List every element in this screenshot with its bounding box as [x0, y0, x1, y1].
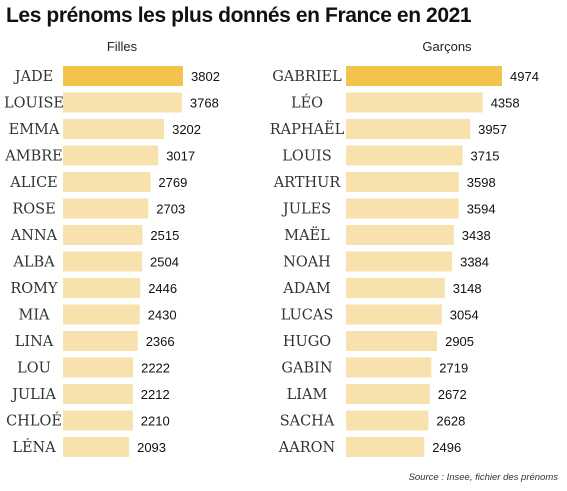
chart-title: Les prénoms les plus donnés en France en… — [6, 4, 472, 27]
value-label: 4358 — [491, 96, 520, 111]
bar — [63, 92, 182, 113]
value-label: 2719 — [439, 361, 468, 376]
value-label: 2446 — [148, 281, 177, 296]
bar — [346, 437, 425, 457]
value-label: 3768 — [190, 96, 219, 111]
bar — [346, 92, 483, 113]
category-label: LIAM — [287, 387, 328, 403]
value-label: 2430 — [148, 308, 177, 323]
category-label: JULES — [281, 202, 331, 218]
category-label: EMMA — [9, 122, 60, 138]
value-label: 2366 — [146, 334, 175, 349]
category-label: CHLOÉ — [6, 412, 62, 430]
value-label: 2212 — [141, 387, 170, 402]
bar — [63, 278, 141, 298]
value-label: 2769 — [158, 175, 187, 190]
bar — [346, 304, 442, 325]
category-label: ROMY — [10, 281, 58, 297]
category-label: LUCAS — [281, 308, 334, 324]
value-label: 2504 — [150, 255, 179, 270]
panel-garcons: Garçons GABRIEL 4974 LÉO 4358 RAPHAËL 3957 LOUI… — [270, 39, 539, 457]
category-label: GABIN — [281, 361, 332, 377]
bar — [63, 225, 143, 245]
bar — [63, 357, 134, 378]
category-label: ARTHUR — [273, 175, 342, 191]
value-label: 3148 — [453, 281, 482, 296]
bar — [63, 172, 151, 192]
category-label: AMBRE — [4, 149, 62, 165]
category-label: AARON — [278, 440, 336, 456]
value-label: 3384 — [460, 255, 489, 270]
category-label: HUGO — [283, 334, 331, 350]
bar — [346, 331, 438, 351]
value-label: 2093 — [137, 440, 166, 455]
bar — [63, 437, 130, 457]
bar — [346, 145, 463, 166]
bar — [346, 357, 432, 378]
value-label: 2496 — [432, 440, 461, 455]
source-note: Source : Insee, fichier des prénoms — [408, 472, 558, 483]
bar — [346, 66, 502, 86]
value-label: 3594 — [467, 202, 496, 217]
bar — [346, 384, 430, 404]
bar — [63, 304, 140, 325]
bar — [63, 198, 149, 219]
value-label: 2222 — [141, 361, 170, 376]
panel-title: Filles — [107, 39, 138, 54]
bar — [346, 278, 445, 298]
bar — [63, 119, 165, 139]
bar — [63, 384, 133, 404]
bar — [346, 410, 429, 431]
category-label: ROSE — [12, 202, 55, 218]
category-label: GABRIEL — [272, 69, 342, 85]
value-label: 2703 — [156, 202, 185, 217]
category-label: MAËL — [284, 226, 330, 244]
bar — [63, 66, 183, 86]
category-label: ADAM — [282, 281, 331, 297]
value-label: 2905 — [445, 334, 474, 349]
value-label: 3598 — [467, 175, 496, 190]
category-label: JULIA — [10, 387, 56, 403]
value-label: 3202 — [172, 122, 201, 137]
value-label: 2515 — [150, 228, 179, 243]
value-label: 2628 — [436, 414, 465, 429]
category-label: ANNA — [10, 228, 58, 244]
value-label: 3017 — [166, 149, 195, 164]
bar — [63, 410, 133, 431]
bar — [346, 251, 453, 272]
category-label: LINA — [15, 334, 54, 350]
category-label: LOUIS — [282, 149, 331, 165]
category-label: LOUISE — [4, 96, 64, 112]
category-label: RAPHAËL — [270, 120, 345, 138]
bar — [346, 225, 454, 245]
category-label: ALBA — [12, 255, 55, 271]
category-label: JADE — [13, 69, 54, 85]
bar — [63, 251, 142, 272]
category-label: ALICE — [9, 175, 58, 191]
category-label: MIA — [18, 308, 50, 324]
value-label: 3438 — [462, 228, 491, 243]
panel-filles: Filles JADE 3802 LOUISE 3768 EMMA 3202 AMBRE 301… — [4, 39, 220, 457]
category-label: LOU — [17, 361, 51, 377]
bar — [346, 172, 459, 192]
value-label: 2672 — [438, 387, 467, 402]
value-label: 3957 — [478, 122, 507, 137]
category-label: SACHA — [280, 414, 335, 430]
bar — [346, 119, 471, 139]
bar — [346, 198, 459, 219]
bar — [63, 145, 159, 166]
value-label: 2210 — [141, 414, 170, 429]
category-label: NOAH — [283, 255, 331, 271]
category-label: LÉO — [291, 94, 323, 112]
value-label: 3715 — [471, 149, 500, 164]
value-label: 3802 — [191, 69, 220, 84]
bar — [63, 331, 138, 351]
value-label: 3054 — [450, 308, 479, 323]
category-label: LÉNA — [12, 438, 56, 456]
value-label: 4974 — [510, 69, 539, 84]
panel-title: Garçons — [422, 39, 472, 54]
